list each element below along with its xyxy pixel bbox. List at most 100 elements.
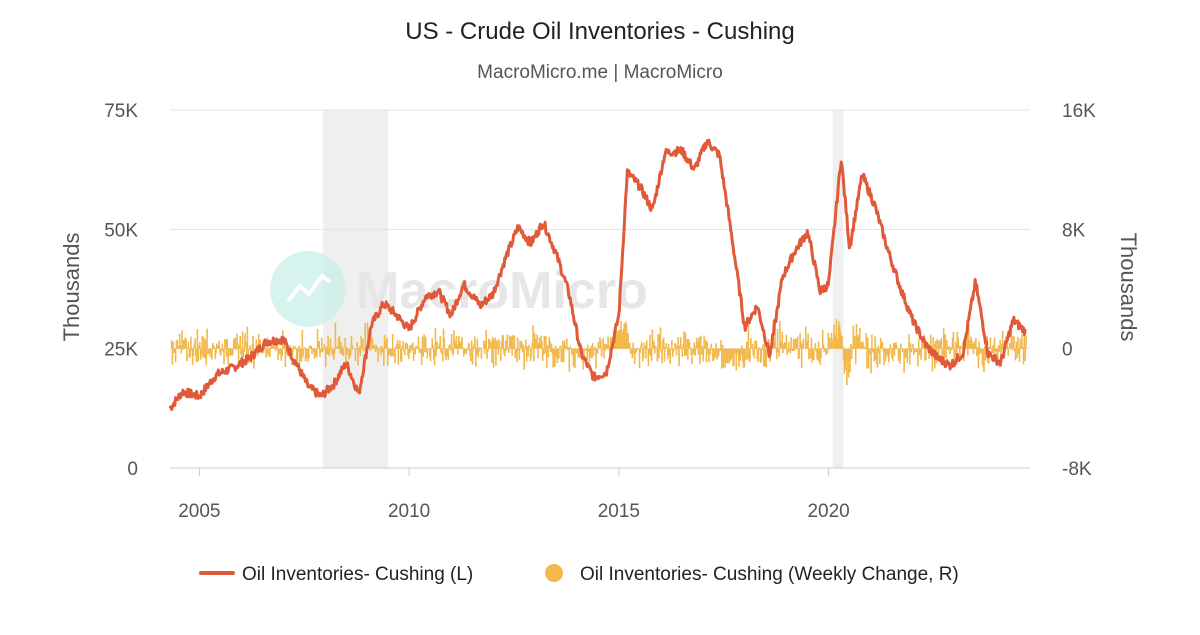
weekly-change-bar — [646, 340, 648, 348]
weekly-change-bar — [889, 349, 891, 355]
weekly-change-bar — [310, 346, 312, 349]
weekly-change-bar — [275, 349, 277, 351]
weekly-change-bar — [394, 349, 396, 364]
weekly-change-bar — [999, 349, 1001, 352]
weekly-change-bar — [304, 347, 306, 348]
weekly-change-bar — [807, 334, 809, 349]
weekly-change-bar — [507, 348, 509, 349]
weekly-change-bar — [532, 325, 534, 349]
weekly-change-bar — [699, 349, 701, 364]
weekly-change-bar — [388, 349, 390, 356]
legend-item-inventories[interactable]: Oil Inventories- Cushing (L) — [201, 564, 473, 585]
weekly-change-bar — [425, 337, 427, 349]
weekly-change-bar — [523, 345, 525, 349]
weekly-change-bar — [991, 348, 993, 349]
weekly-change-bar — [401, 349, 403, 363]
weekly-change-bar — [1017, 337, 1019, 349]
weekly-change-bar — [591, 349, 593, 359]
weekly-change-bar — [943, 328, 945, 348]
weekly-change-bar — [787, 349, 789, 353]
weekly-change-bar — [252, 336, 254, 349]
weekly-change-bar — [325, 349, 327, 368]
weekly-change-bar — [189, 349, 191, 357]
weekly-change-bar — [644, 345, 646, 348]
weekly-change-bar — [560, 346, 562, 349]
weekly-change-bar — [874, 336, 876, 348]
weekly-change-bar — [435, 349, 437, 357]
weekly-change-bar — [361, 349, 363, 350]
weekly-change-bar — [975, 338, 977, 349]
weekly-change-bar — [347, 349, 349, 355]
weekly-change-bar — [687, 349, 689, 360]
weekly-change-bar — [375, 349, 377, 353]
weekly-change-bar — [811, 338, 813, 349]
weekly-change-bar — [474, 336, 476, 348]
weekly-change-bar — [205, 340, 207, 349]
weekly-change-bar — [719, 349, 721, 351]
weekly-change-bar — [436, 341, 438, 348]
weekly-change-bar — [497, 342, 499, 348]
weekly-change-bar — [235, 338, 237, 349]
weekly-change-bar — [232, 349, 234, 355]
weekly-change-bar — [432, 345, 434, 349]
weekly-change-bar — [471, 340, 473, 348]
weekly-change-bar — [386, 338, 388, 349]
weekly-change-bar — [972, 344, 974, 349]
weekly-change-bar — [577, 349, 579, 358]
y-right-tick-3: 16K — [1062, 101, 1096, 122]
weekly-change-bar — [651, 349, 653, 362]
watermark-logo-icon — [270, 251, 346, 327]
weekly-change-bar — [686, 349, 688, 356]
weekly-change-bar — [550, 349, 552, 352]
weekly-change-bar — [879, 349, 881, 365]
weekly-change-bar — [908, 334, 910, 348]
weekly-change-bar — [740, 349, 742, 355]
weekly-change-bar — [293, 346, 295, 349]
weekly-change-bar — [197, 329, 199, 349]
weekly-change-bar — [402, 341, 404, 349]
weekly-change-bar — [323, 349, 325, 351]
weekly-change-bar — [380, 349, 382, 356]
weekly-change-bar — [893, 343, 895, 349]
weekly-change-bar — [362, 339, 364, 349]
weekly-change-bar — [777, 329, 779, 349]
weekly-change-bar — [206, 329, 208, 349]
weekly-change-bar — [1002, 331, 1004, 349]
weekly-change-bar — [697, 341, 699, 348]
weekly-change-bar — [907, 349, 909, 350]
weekly-change-bar — [702, 346, 704, 349]
weekly-change-bar — [917, 349, 919, 367]
weekly-change-bar — [849, 349, 851, 373]
weekly-change-bar — [414, 349, 416, 355]
weekly-change-bar — [536, 335, 538, 349]
weekly-change-bar — [700, 336, 702, 349]
weekly-change-bar — [406, 343, 408, 348]
weekly-change-bar — [645, 349, 647, 359]
weekly-change-bar — [302, 349, 304, 357]
legend-item-weekly-change[interactable]: Oil Inventories- Cushing (Weekly Change,… — [545, 564, 959, 585]
weekly-change-bar — [594, 347, 596, 349]
weekly-change-bar — [397, 340, 399, 349]
weekly-change-bar — [683, 331, 685, 349]
weekly-change-bar — [527, 346, 529, 348]
weekly-change-bar — [457, 349, 459, 355]
weekly-change-bar — [561, 349, 563, 363]
weekly-change-bar — [242, 331, 244, 348]
weekly-change-bar — [444, 338, 446, 349]
weekly-change-bar — [790, 337, 792, 349]
weekly-change-bar — [567, 349, 569, 350]
weekly-change-bar — [871, 335, 873, 349]
weekly-change-bar — [684, 349, 686, 357]
x-tick-label-3: 2020 — [807, 501, 849, 522]
weekly-change-bar — [949, 346, 951, 349]
weekly-change-bar — [983, 349, 985, 372]
weekly-change-bar — [744, 349, 746, 368]
weekly-change-bar — [526, 349, 528, 362]
weekly-change-bar — [782, 332, 784, 349]
weekly-change-bar — [715, 343, 717, 348]
weekly-change-bar — [190, 337, 192, 349]
weekly-change-bar — [346, 347, 348, 349]
weekly-change-bar — [850, 344, 852, 349]
